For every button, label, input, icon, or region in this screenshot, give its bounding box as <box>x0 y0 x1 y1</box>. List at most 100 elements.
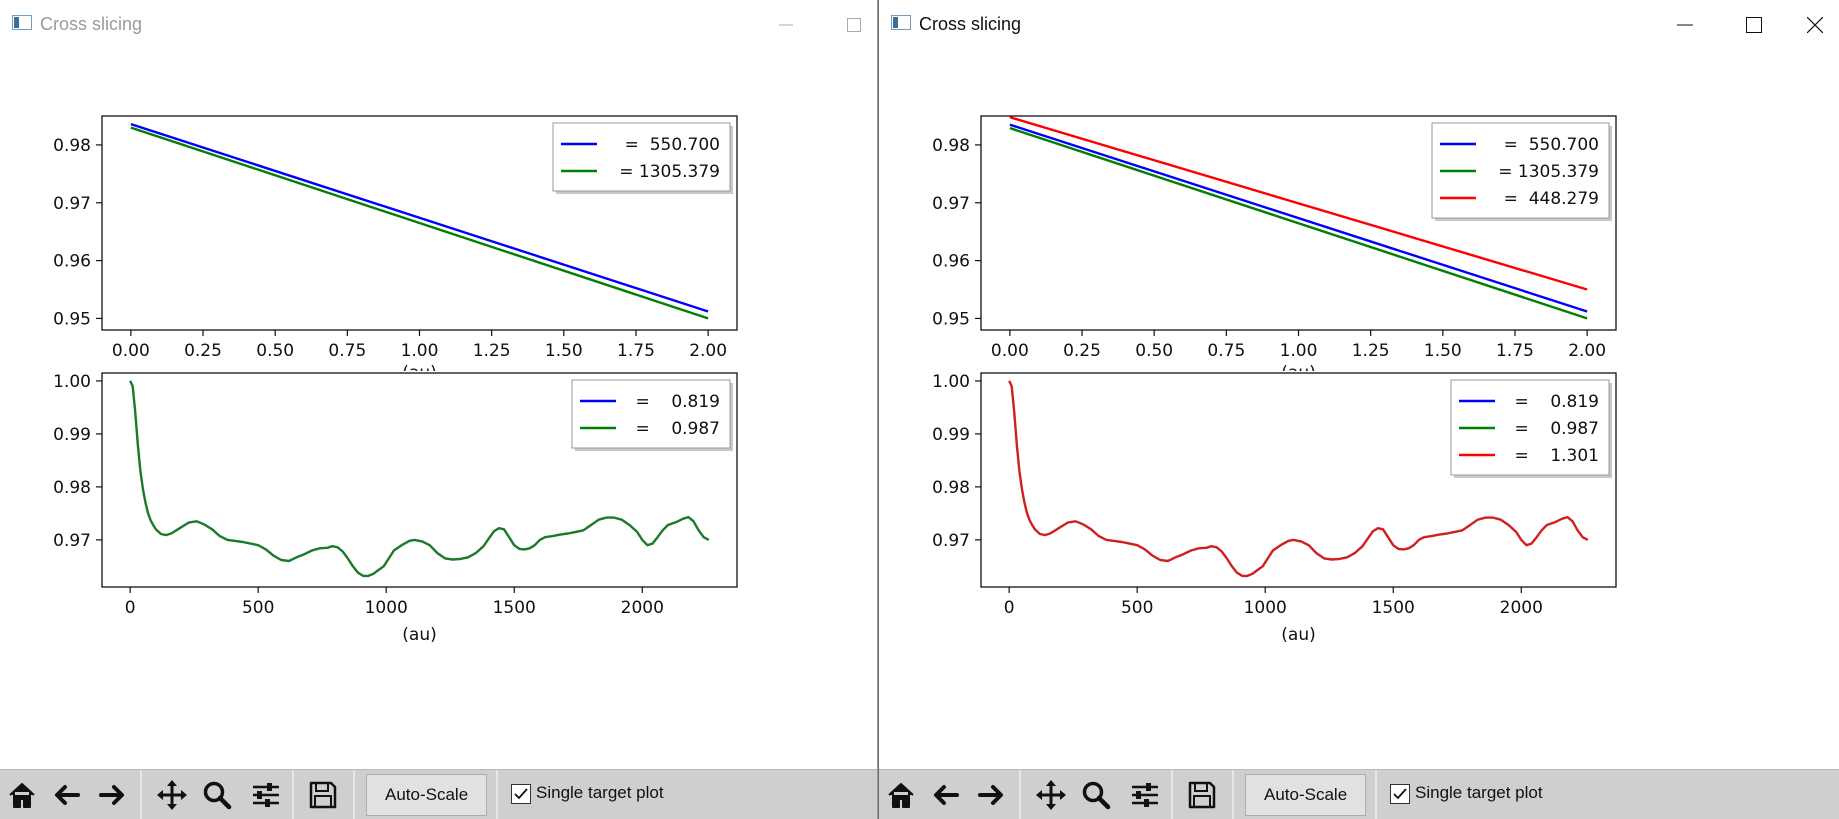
window-title: Cross slicing <box>919 14 1022 34</box>
app-icon <box>12 15 32 30</box>
forward-button[interactable] <box>974 778 1008 812</box>
configure-subplots-button[interactable] <box>1128 778 1162 812</box>
toolbar-separator <box>1019 770 1021 819</box>
x-tick-label: 1500 <box>493 598 536 618</box>
toolbar-separator <box>1171 770 1173 819</box>
x-tick-label: 0.50 <box>1135 341 1173 361</box>
x-axis-label: (au) <box>1281 363 1315 383</box>
pan-button[interactable] <box>1034 778 1068 812</box>
toolbar-separator <box>140 770 142 819</box>
x-tick-label: 2.00 <box>689 341 727 361</box>
pan-button[interactable] <box>155 778 189 812</box>
y-tick-label: 0.99 <box>53 425 91 445</box>
figure-canvas[interactable]: 0.00 0.25 0.50 0.75 1.00 1.25 1.50 1.75 2.00 0.95… <box>0 50 877 769</box>
maximize-button[interactable] <box>1731 0 1777 50</box>
minimize-button[interactable] <box>763 0 809 50</box>
back-button[interactable] <box>929 778 963 812</box>
zoom-magnifier-icon <box>203 781 232 810</box>
legend: = 550.700 = 1305.379 <box>552 122 733 194</box>
series-line <box>130 126 709 320</box>
y-tick-label: 0.97 <box>932 194 970 214</box>
top-plot: 0.00 0.25 0.50 0.75 1.00 1.25 1.50 1.75 2.00 0.95… <box>53 115 738 371</box>
close-icon <box>1807 17 1823 33</box>
x-tick-label: 0.75 <box>1207 341 1245 361</box>
single-target-checkbox[interactable] <box>1390 784 1410 804</box>
x-tick-label: 1.25 <box>1352 341 1390 361</box>
cross-slicing-window-right[interactable]: Cross slicing 0.00 0.25 0.50 0.75 1.00 1.25 1.… <box>878 0 1839 819</box>
legend-label: = 1305.379 <box>1487 162 1599 182</box>
maximize-icon <box>1746 17 1762 33</box>
x-tick-label: 1.75 <box>617 341 655 361</box>
y-tick-label: 0.97 <box>53 531 91 551</box>
home-icon <box>9 783 35 808</box>
legend-label: = 1305.379 <box>608 162 720 182</box>
series-line <box>1008 380 1589 578</box>
app-icon <box>891 15 911 30</box>
legend-label: = 1.301 <box>1504 446 1599 466</box>
toolbar-separator <box>1232 770 1234 819</box>
x-tick-label: 0.50 <box>256 341 294 361</box>
y-tick-label: 1.00 <box>932 372 970 392</box>
x-tick-label: 0 <box>125 598 136 618</box>
series-line <box>130 122 709 313</box>
x-axis-label: (au) <box>1281 625 1315 645</box>
forward-button[interactable] <box>95 778 129 812</box>
back-arrow-icon <box>934 785 959 805</box>
save-button[interactable] <box>1185 778 1219 812</box>
x-tick-label: 1.25 <box>473 341 511 361</box>
figure-canvas[interactable]: 0.00 0.25 0.50 0.75 1.00 1.25 1.50 1.75 2.00 0.95… <box>879 50 1839 769</box>
x-tick-label: 2000 <box>1500 598 1543 618</box>
x-tick-label: 0.00 <box>991 341 1029 361</box>
x-tick-label: 2000 <box>621 598 664 618</box>
series-line <box>129 380 710 578</box>
y-tick-label: 0.96 <box>932 252 970 272</box>
toolbar-separator <box>353 770 355 819</box>
bottom-plot: 0 500 1000 1500 2000 0.97 0.98 0.99 1.00 (au) = 0… <box>932 372 1617 645</box>
x-tick-label: 1000 <box>365 598 408 618</box>
x-tick-label: 1.75 <box>1496 341 1534 361</box>
legend: = 0.819 = 0.987 <box>571 379 733 451</box>
x-tick-label: 1.00 <box>1280 341 1318 361</box>
forward-arrow-icon <box>978 785 1003 805</box>
checkmark-icon <box>514 788 528 800</box>
home-icon <box>888 783 914 808</box>
x-tick-label: 0.00 <box>112 341 150 361</box>
legend-label: = 0.987 <box>625 419 720 439</box>
home-button[interactable] <box>884 778 918 812</box>
pan-move-icon <box>1036 780 1066 810</box>
title-bar[interactable]: Cross slicing <box>0 0 877 50</box>
minimize-button[interactable] <box>1662 0 1708 50</box>
zoom-button[interactable] <box>1079 778 1113 812</box>
legend: = 550.700 = 1305.379 = 448.279 <box>1431 122 1612 221</box>
zoom-button[interactable] <box>200 778 234 812</box>
legend-label: = 550.700 <box>614 135 720 155</box>
legend-label: = 0.987 <box>1504 419 1599 439</box>
x-tick-label: 0.75 <box>328 341 366 361</box>
auto-scale-button[interactable]: Auto-Scale <box>1245 774 1367 816</box>
single-target-label: Single target plot <box>536 783 664 802</box>
zoom-magnifier-icon <box>1082 781 1111 810</box>
configure-subplots-icon <box>253 783 279 807</box>
save-disk-icon <box>1188 781 1216 809</box>
configure-subplots-button[interactable] <box>249 778 283 812</box>
cross-slicing-window-left[interactable]: Cross slicing 0.00 0.25 0.50 0.75 1.00 1.25 1.… <box>0 0 878 819</box>
close-button[interactable] <box>1792 0 1838 50</box>
maximize-icon <box>847 18 861 32</box>
home-button[interactable] <box>5 778 39 812</box>
y-tick-label: 0.95 <box>932 309 970 329</box>
forward-arrow-icon <box>99 785 124 805</box>
maximize-button[interactable] <box>831 0 877 50</box>
y-tick-label: 0.98 <box>53 136 91 156</box>
x-tick-label: 1500 <box>1372 598 1415 618</box>
series-line <box>1009 116 1588 291</box>
x-tick-label: 500 <box>242 598 274 618</box>
save-button[interactable] <box>306 778 340 812</box>
back-button[interactable] <box>50 778 84 812</box>
title-bar[interactable]: Cross slicing <box>879 0 1839 50</box>
legend: = 0.819 = 0.987 = 1.301 <box>1450 379 1612 478</box>
axes-frame <box>980 372 1617 588</box>
auto-scale-button[interactable]: Auto-Scale <box>366 774 488 816</box>
toolbar-separator <box>496 770 498 819</box>
y-tick-label: 0.97 <box>53 194 91 214</box>
single-target-checkbox[interactable] <box>511 784 531 804</box>
